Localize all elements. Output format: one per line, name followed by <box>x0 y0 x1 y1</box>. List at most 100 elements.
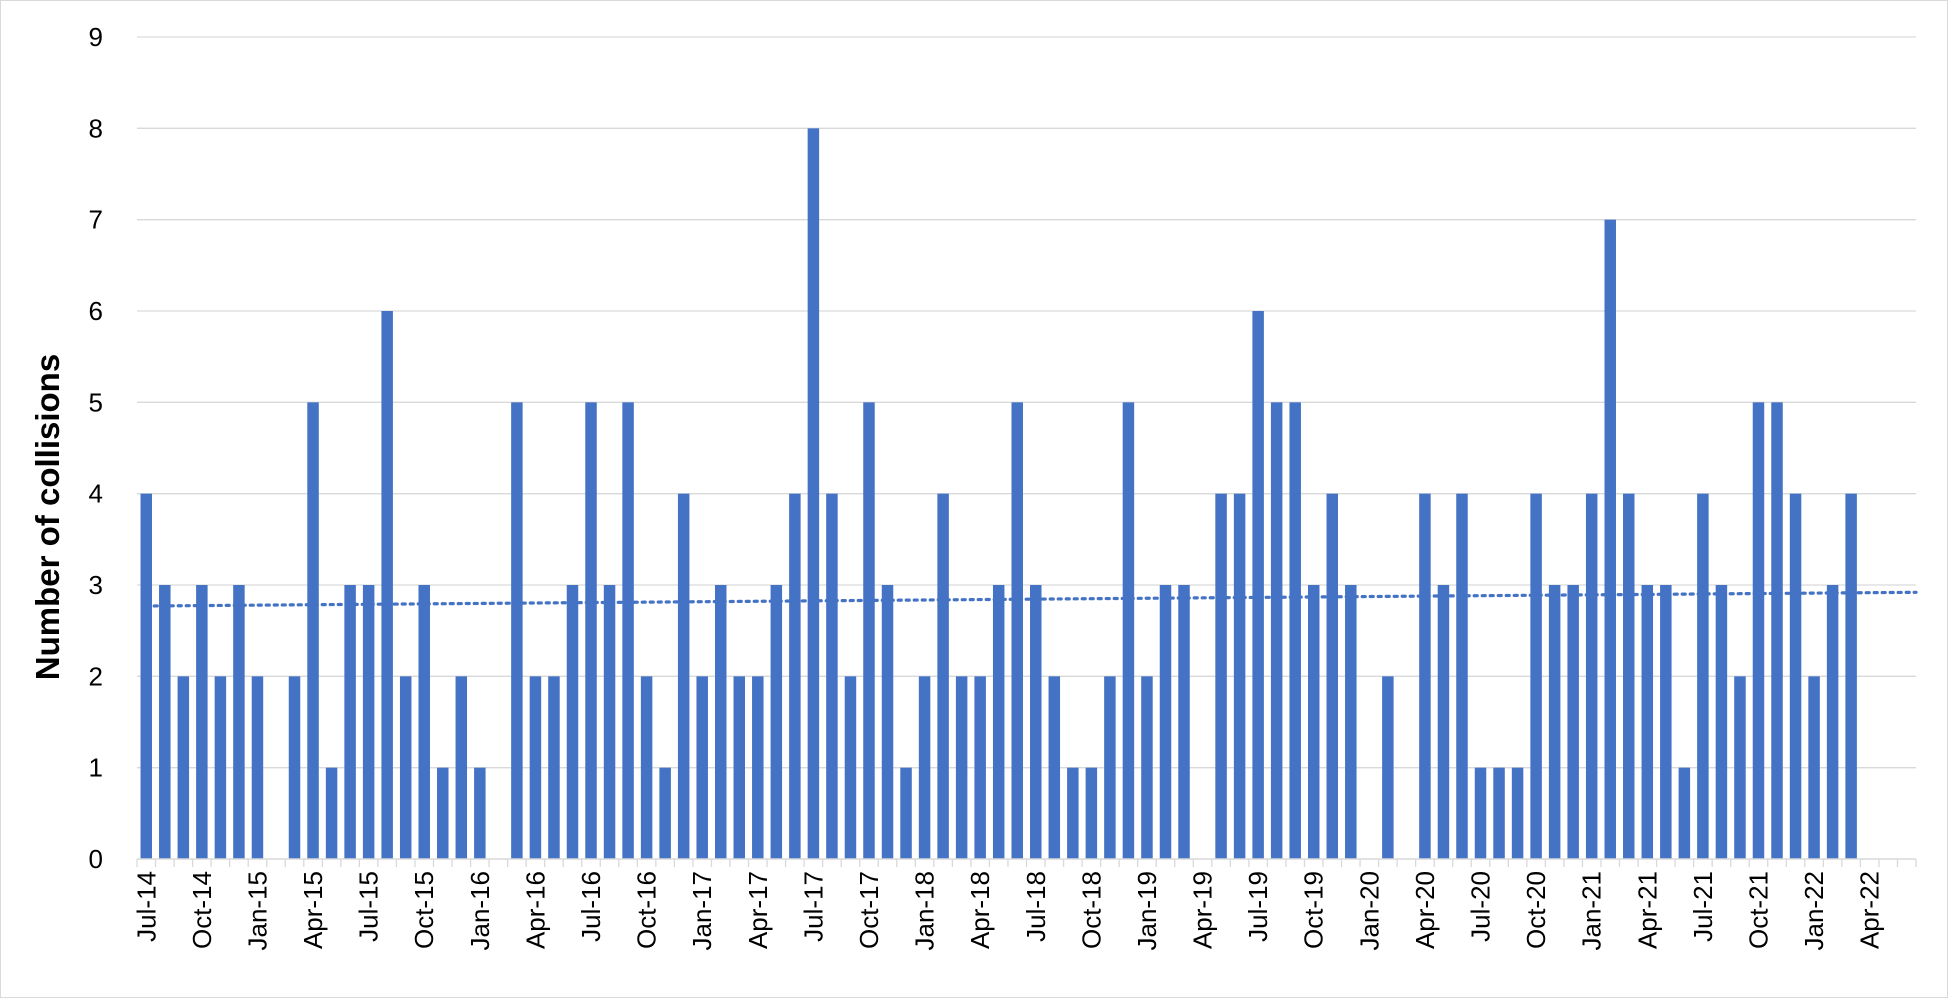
x-tick-label: Jan-21 <box>1577 871 1607 951</box>
bar <box>1141 676 1153 859</box>
x-tick-label: Jul-16 <box>576 871 606 942</box>
bar <box>1604 219 1616 859</box>
trendline-dotted <box>144 590 1918 608</box>
bar <box>455 676 468 859</box>
bar <box>714 585 727 859</box>
y-tick-label: 1 <box>89 753 103 783</box>
y-tick-label: 0 <box>89 844 103 874</box>
bar <box>807 128 820 859</box>
bar <box>770 585 783 859</box>
x-tick-label: Jul-20 <box>1466 871 1496 942</box>
bar <box>844 676 857 859</box>
y-tick-label: 5 <box>89 387 103 417</box>
y-tick-label: 8 <box>89 113 103 143</box>
bar <box>1085 767 1098 859</box>
y-tick-label: 9 <box>89 22 103 52</box>
bars <box>140 128 1857 859</box>
x-tick-label: Jan-19 <box>1132 871 1162 951</box>
bar <box>863 402 875 859</box>
y-axis-title: Number of collisions <box>29 354 66 680</box>
bar <box>1623 493 1635 859</box>
bar <box>696 676 708 859</box>
bar <box>177 676 190 859</box>
bar <box>1307 585 1320 859</box>
bar <box>196 585 208 859</box>
bar <box>1530 493 1542 859</box>
x-tick-label: Apr-20 <box>1410 871 1440 949</box>
x-tick-label: Jul-17 <box>798 871 828 942</box>
bar <box>1697 493 1709 859</box>
bar <box>1771 402 1783 859</box>
bar <box>1233 493 1246 859</box>
bar <box>418 585 430 859</box>
y-tick-label: 6 <box>89 296 103 326</box>
bar <box>1030 585 1042 859</box>
x-tick-label: Oct-19 <box>1299 871 1329 949</box>
bar <box>937 493 949 859</box>
bar <box>974 676 986 859</box>
bar <box>1159 585 1172 859</box>
bar <box>1252 311 1264 859</box>
bar <box>511 402 523 859</box>
y-tick-label: 4 <box>89 479 103 509</box>
bar <box>1382 676 1394 859</box>
bar <box>1326 493 1339 859</box>
bar <box>1789 493 1802 859</box>
bar <box>918 676 931 859</box>
bar <box>1585 493 1598 859</box>
bar <box>1641 585 1654 859</box>
bar <box>1178 585 1190 859</box>
bar <box>1104 676 1116 859</box>
bar <box>529 676 542 859</box>
bar <box>955 676 968 859</box>
bar <box>1734 676 1746 859</box>
bar <box>307 402 319 859</box>
x-axis-tick-labels: Jul-14 Oct-14 Jan-15 Apr-15 Jul-15 Oct-15 Jan-… <box>131 871 1884 951</box>
bar <box>233 585 245 859</box>
bar <box>677 493 690 859</box>
x-tick-label: Jan-15 <box>242 871 272 951</box>
x-axis <box>136 858 1917 867</box>
x-tick-label: Jan-18 <box>910 871 940 951</box>
bar <box>1215 493 1227 859</box>
bar <box>1456 493 1468 859</box>
bar <box>1715 585 1728 859</box>
bar <box>566 585 579 859</box>
bar <box>437 767 449 859</box>
bar <box>585 402 597 859</box>
bar <box>881 585 894 859</box>
bar <box>288 676 301 859</box>
bar <box>1493 767 1505 859</box>
bar <box>826 493 838 859</box>
bar <box>1419 493 1431 859</box>
bar <box>603 585 616 859</box>
x-tick-label: Oct-17 <box>854 871 884 949</box>
bar <box>214 676 227 859</box>
x-tick-label: Oct-21 <box>1743 871 1773 949</box>
x-tick-label: Jul-19 <box>1243 871 1273 942</box>
x-tick-label: Jul-18 <box>1021 871 1051 942</box>
x-tick-label: Jan-17 <box>687 871 717 951</box>
x-tick-label: Jan-20 <box>1354 871 1384 951</box>
bar <box>1548 585 1561 859</box>
bar <box>1678 767 1691 859</box>
bar <box>1011 402 1023 859</box>
bar <box>789 493 801 859</box>
bar <box>399 676 412 859</box>
bar <box>1660 585 1672 859</box>
y-tick-label: 7 <box>89 205 103 235</box>
x-tick-label: Apr-17 <box>743 871 773 949</box>
x-tick-label: Apr-18 <box>965 871 995 949</box>
bar <box>752 676 764 859</box>
x-tick-label: Jul-14 <box>131 871 161 942</box>
bar <box>659 767 671 859</box>
x-tick-label: Apr-21 <box>1632 871 1662 949</box>
x-tick-label: Apr-16 <box>520 871 550 949</box>
x-tick-label: Apr-22 <box>1855 871 1885 949</box>
bar <box>344 585 356 859</box>
bar <box>1567 585 1579 859</box>
bar <box>325 767 338 859</box>
bar <box>992 585 1005 859</box>
gridlines <box>137 36 1916 769</box>
